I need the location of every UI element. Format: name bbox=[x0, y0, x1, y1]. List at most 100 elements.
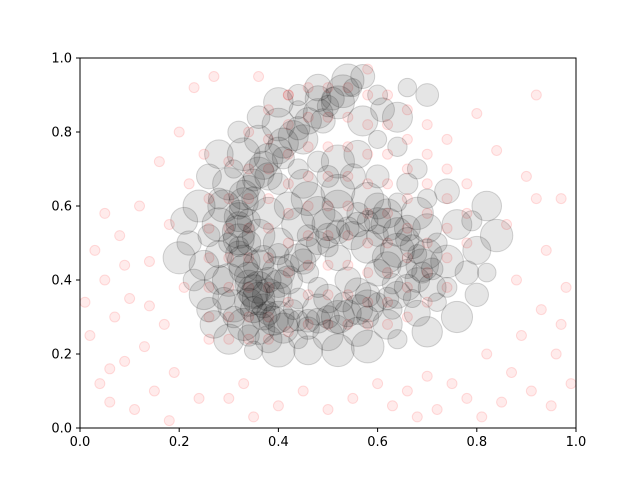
series-1-point-46 bbox=[404, 267, 431, 293]
series-1-point-102 bbox=[328, 314, 348, 334]
series-1-point-23 bbox=[225, 240, 253, 268]
series-0-point-130 bbox=[342, 170, 354, 182]
series-0-point-108 bbox=[282, 326, 294, 338]
series-1-point-197 bbox=[196, 163, 222, 190]
series-1-point-158 bbox=[454, 260, 480, 285]
series-0-point-68 bbox=[99, 207, 111, 219]
series-1-point-141 bbox=[412, 213, 443, 244]
series-1-point-178 bbox=[324, 244, 352, 272]
series-1-point-198 bbox=[387, 329, 408, 350]
series-1-point-149 bbox=[250, 244, 277, 271]
series-0-point-170 bbox=[441, 163, 453, 175]
series-1-point-78 bbox=[236, 208, 261, 233]
series-1-point-42 bbox=[367, 292, 388, 313]
series-1-point-167 bbox=[290, 181, 326, 217]
series-0-point-114 bbox=[302, 230, 314, 242]
series-0-point-120 bbox=[322, 141, 334, 153]
series-0-point-67 bbox=[555, 318, 567, 330]
series-0-point-160 bbox=[401, 281, 413, 293]
series-1-point-161 bbox=[464, 282, 489, 307]
series-0-point-86 bbox=[243, 222, 255, 234]
series-0-point-145 bbox=[382, 89, 394, 101]
series-0-point-23 bbox=[208, 71, 220, 82]
series-1-point-77 bbox=[241, 186, 266, 211]
series-1-point-71 bbox=[258, 305, 289, 336]
series-1-point-125 bbox=[201, 207, 237, 242]
series-0-point-159 bbox=[401, 252, 413, 264]
series-0-point-81 bbox=[223, 311, 235, 323]
series-0-point-132 bbox=[342, 230, 354, 242]
series-0-point-64 bbox=[411, 411, 423, 423]
series-1-point-207 bbox=[199, 310, 229, 339]
series-1-point-30 bbox=[251, 293, 276, 319]
series-0-point-109 bbox=[302, 82, 314, 94]
series-0-point-50 bbox=[530, 89, 542, 101]
series-0-point-87 bbox=[243, 252, 255, 264]
series-1-point-199 bbox=[411, 316, 443, 348]
series-0-point-96 bbox=[262, 252, 274, 264]
series-1-point-175 bbox=[363, 258, 392, 287]
series-0-point-134 bbox=[342, 289, 354, 301]
series-0-point-107 bbox=[282, 296, 294, 308]
series-1-point-174 bbox=[334, 266, 362, 294]
series-1-point-166 bbox=[320, 173, 356, 209]
series-1-point-34 bbox=[287, 309, 309, 332]
series-0-point-14 bbox=[158, 318, 170, 330]
series-1-point-16 bbox=[228, 187, 259, 218]
series-0-point-126 bbox=[322, 318, 334, 330]
series-0-point-133 bbox=[342, 259, 354, 271]
series-0-point-40 bbox=[471, 108, 483, 119]
series-0-point-150 bbox=[382, 237, 394, 249]
series-1-point-41 bbox=[351, 289, 385, 323]
series-1-point-186 bbox=[347, 105, 379, 137]
series-1-point-79 bbox=[236, 230, 262, 256]
series-0-point-78 bbox=[223, 222, 235, 234]
series-0-point-99 bbox=[262, 333, 274, 345]
series-1-point-98 bbox=[227, 307, 261, 341]
series-1-point-131 bbox=[254, 325, 283, 354]
y-tick-label-2: 0.4 bbox=[51, 274, 72, 289]
series-0-point-135 bbox=[342, 318, 354, 330]
series-0-point-162 bbox=[421, 119, 433, 131]
series-0-point-84 bbox=[243, 163, 255, 175]
series-0-point-118 bbox=[322, 82, 334, 94]
series-0-point-33 bbox=[372, 378, 384, 390]
series-1-point-205 bbox=[243, 340, 264, 361]
series-1-point-132 bbox=[288, 329, 309, 350]
series-0-point-149 bbox=[382, 207, 394, 219]
series-1-point-113 bbox=[296, 224, 320, 247]
series-1-point-44 bbox=[383, 280, 412, 309]
series-1-point-13 bbox=[242, 168, 266, 192]
series-0-point-98 bbox=[262, 311, 274, 323]
series-1-point-32 bbox=[262, 300, 295, 334]
series-1-point-177 bbox=[350, 229, 385, 264]
series-0-point-76 bbox=[223, 156, 235, 168]
series-0-point-91 bbox=[262, 104, 274, 116]
series-1-point-187 bbox=[370, 97, 395, 123]
series-1-point-170 bbox=[241, 218, 276, 253]
series-0-point-171 bbox=[441, 193, 453, 205]
series-1-point-184 bbox=[373, 251, 402, 280]
series-1-point-101 bbox=[296, 316, 320, 340]
series-0-point-97 bbox=[262, 281, 274, 293]
series-1-point-109 bbox=[393, 214, 421, 242]
series-0-point-6 bbox=[119, 355, 131, 367]
series-0-point-27 bbox=[272, 400, 284, 412]
series-1-point-176 bbox=[371, 242, 404, 274]
x-tick-label-5: 1.0 bbox=[566, 435, 587, 450]
series-1-point-53 bbox=[370, 207, 405, 242]
series-0-point-102 bbox=[282, 148, 294, 160]
series-0-point-147 bbox=[382, 148, 394, 160]
series-1-point-204 bbox=[261, 333, 296, 368]
series-1-point-145 bbox=[321, 189, 355, 223]
series-1-point-54 bbox=[363, 207, 392, 235]
series-1-point-156 bbox=[162, 241, 196, 275]
series-1-point-123 bbox=[212, 167, 246, 201]
x-tick-label-1: 0.2 bbox=[169, 435, 190, 450]
series-1-point-96 bbox=[207, 189, 241, 223]
series-0-point-137 bbox=[362, 119, 374, 131]
series-0-point-9 bbox=[134, 200, 146, 212]
series-0-point-79 bbox=[223, 252, 235, 264]
series-0-point-122 bbox=[322, 200, 334, 212]
series-0-point-55 bbox=[555, 193, 567, 205]
